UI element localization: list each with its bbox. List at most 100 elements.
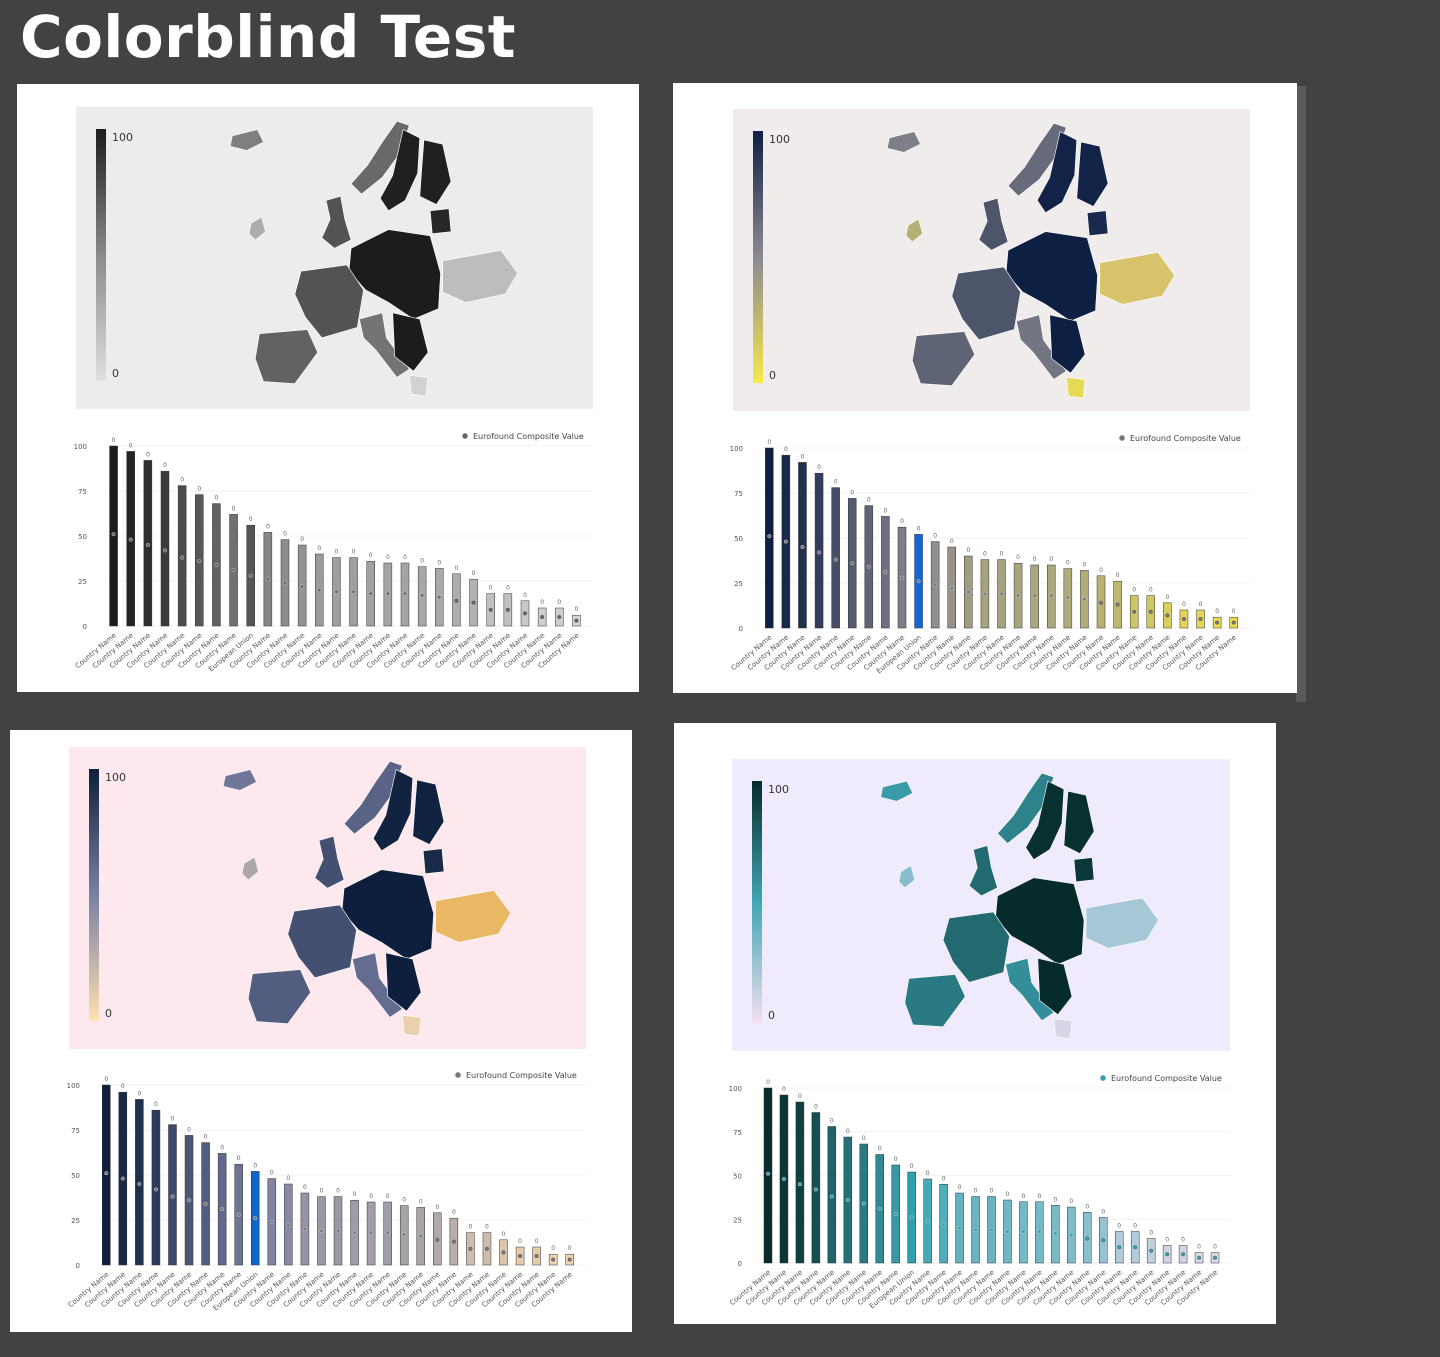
composite-marker[interactable]	[1005, 1229, 1010, 1234]
map-region-ukraine[interactable]	[442, 250, 519, 303]
composite-marker[interactable]	[451, 1239, 456, 1244]
composite-marker[interactable]	[767, 534, 772, 539]
composite-marker[interactable]	[282, 580, 288, 585]
composite-marker[interactable]	[1212, 1255, 1218, 1260]
composite-marker[interactable]	[845, 1197, 850, 1203]
map-region-france[interactable]	[942, 911, 1010, 983]
map-region-baltics[interactable]	[429, 208, 452, 235]
composite-marker[interactable]	[180, 555, 185, 560]
map-region-uk[interactable]	[978, 197, 1009, 251]
composite-marker[interactable]	[253, 1216, 258, 1221]
composite-marker[interactable]	[454, 598, 459, 603]
composite-marker[interactable]	[574, 618, 579, 623]
composite-marker[interactable]	[1049, 593, 1054, 598]
map-region-balkans[interactable]	[392, 312, 429, 372]
map-region-finland[interactable]	[412, 779, 445, 845]
composite-marker[interactable]	[1132, 609, 1137, 614]
composite-marker[interactable]	[120, 1176, 125, 1181]
composite-marker[interactable]	[1016, 593, 1021, 598]
composite-marker[interactable]	[484, 1246, 490, 1251]
map-region-finland[interactable]	[1076, 141, 1109, 207]
composite-marker[interactable]	[488, 607, 493, 612]
composite-marker[interactable]	[385, 1230, 390, 1235]
composite-marker[interactable]	[203, 1201, 208, 1206]
composite-marker[interactable]	[518, 1253, 523, 1259]
composite-marker[interactable]	[418, 1234, 423, 1239]
composite-marker[interactable]	[765, 1171, 771, 1176]
composite-marker[interactable]	[437, 595, 442, 600]
map-region-uk[interactable]	[314, 835, 345, 889]
composite-marker[interactable]	[1165, 1252, 1170, 1257]
composite-marker[interactable]	[317, 587, 322, 593]
map-region-norway[interactable]	[350, 120, 410, 195]
composite-marker[interactable]	[800, 544, 805, 550]
composite-marker[interactable]	[186, 1198, 192, 1203]
map-region-iberia[interactable]	[911, 331, 976, 386]
composite-marker[interactable]	[1115, 602, 1120, 607]
composite-marker[interactable]	[850, 561, 855, 566]
composite-marker[interactable]	[1085, 1236, 1090, 1241]
map-region-greece[interactable]	[1053, 1018, 1073, 1040]
map-region-italy[interactable]	[1005, 957, 1055, 1022]
composite-marker[interactable]	[957, 1225, 962, 1231]
map-region-finland[interactable]	[1063, 790, 1095, 854]
composite-marker[interactable]	[1231, 620, 1236, 625]
composite-marker[interactable]	[916, 579, 921, 584]
composite-marker[interactable]	[153, 1187, 158, 1192]
composite-marker[interactable]	[1101, 1238, 1106, 1243]
composite-marker[interactable]	[933, 582, 938, 587]
composite-marker[interactable]	[1021, 1229, 1026, 1234]
composite-marker[interactable]	[1198, 616, 1203, 622]
map-region-norway[interactable]	[997, 772, 1055, 844]
map-region-iberia[interactable]	[254, 329, 319, 384]
composite-marker[interactable]	[501, 1250, 506, 1255]
composite-marker[interactable]	[236, 1212, 241, 1217]
map-region-iceland[interactable]	[222, 769, 257, 791]
composite-marker[interactable]	[1133, 1245, 1138, 1250]
composite-marker[interactable]	[893, 1211, 898, 1217]
composite-marker[interactable]	[813, 1187, 818, 1192]
composite-marker[interactable]	[351, 589, 356, 594]
composite-marker[interactable]	[1098, 600, 1104, 605]
composite-marker[interactable]	[1053, 1231, 1058, 1236]
composite-marker[interactable]	[402, 1232, 407, 1237]
composite-marker[interactable]	[1117, 1245, 1122, 1250]
composite-marker[interactable]	[352, 1230, 357, 1235]
map-region-iberia[interactable]	[247, 969, 312, 1024]
composite-marker[interactable]	[982, 591, 987, 596]
composite-marker[interactable]	[368, 591, 373, 596]
map-region-baltics[interactable]	[1073, 857, 1095, 883]
map-region-ukraine[interactable]	[1085, 897, 1159, 949]
composite-marker[interactable]	[145, 542, 150, 548]
composite-marker[interactable]	[781, 1176, 786, 1182]
composite-marker[interactable]	[1065, 595, 1070, 600]
composite-marker[interactable]	[402, 591, 408, 596]
composite-marker[interactable]	[420, 593, 425, 598]
composite-marker[interactable]	[949, 586, 954, 591]
composite-marker[interactable]	[899, 575, 905, 580]
composite-marker[interactable]	[231, 568, 236, 573]
composite-marker[interactable]	[999, 591, 1004, 596]
map-region-sweden[interactable]	[372, 769, 414, 852]
composite-marker[interactable]	[385, 591, 390, 596]
composite-marker[interactable]	[534, 1253, 539, 1259]
map-region-greece[interactable]	[409, 374, 429, 397]
composite-marker[interactable]	[829, 1194, 834, 1199]
composite-marker[interactable]	[248, 573, 253, 578]
composite-marker[interactable]	[111, 532, 116, 537]
composite-marker[interactable]	[505, 607, 510, 612]
composite-marker[interactable]	[966, 589, 971, 595]
map-region-balkans[interactable]	[1037, 957, 1073, 1016]
composite-marker[interactable]	[300, 584, 305, 589]
map-region-ireland[interactable]	[898, 865, 916, 889]
composite-marker[interactable]	[286, 1223, 291, 1228]
composite-marker[interactable]	[1037, 1229, 1042, 1234]
composite-marker[interactable]	[866, 564, 871, 569]
map-region-sweden[interactable]	[379, 129, 421, 212]
map-region-sweden[interactable]	[1036, 131, 1078, 214]
composite-marker[interactable]	[335, 1228, 341, 1233]
composite-marker[interactable]	[471, 600, 476, 605]
composite-marker[interactable]	[269, 1219, 274, 1224]
composite-marker[interactable]	[1181, 1252, 1186, 1257]
composite-marker[interactable]	[909, 1215, 914, 1220]
